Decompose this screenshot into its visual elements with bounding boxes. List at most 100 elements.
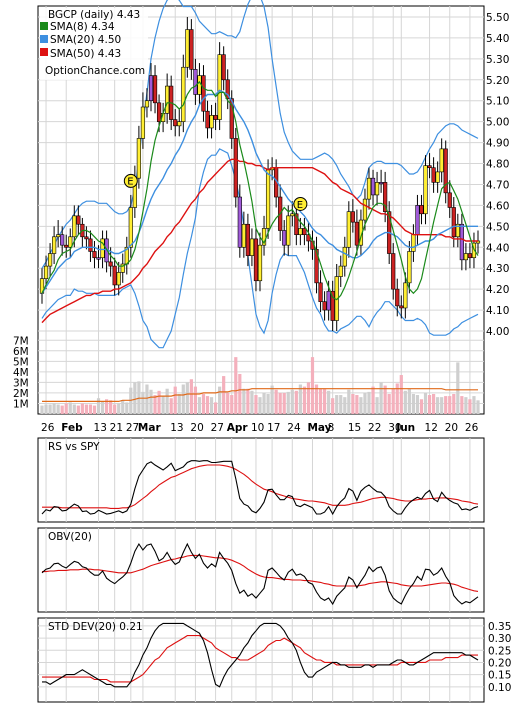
volume-bar xyxy=(125,402,129,414)
volume-bar xyxy=(452,393,456,414)
price-tick-label: 4.70 xyxy=(486,179,509,191)
candle-body xyxy=(451,207,456,238)
candle-body xyxy=(72,215,77,238)
volume-bar xyxy=(274,389,278,414)
volume-bar xyxy=(218,386,222,414)
obv-panel: OBV(20) xyxy=(37,527,485,613)
volume-bar xyxy=(407,388,411,414)
candle-body xyxy=(379,182,384,185)
candle-body xyxy=(52,236,57,254)
volume-bar xyxy=(185,382,189,414)
candle-body xyxy=(403,282,408,309)
volume-bar xyxy=(278,392,282,414)
candle-body xyxy=(193,69,198,95)
price-tick-label: 5.30 xyxy=(486,54,509,66)
volume-bar xyxy=(201,393,206,414)
earnings-marker xyxy=(293,196,308,211)
volume-bar xyxy=(56,404,60,414)
std-dev-tick-label: 0.30 xyxy=(488,633,511,645)
candle-body xyxy=(302,228,307,236)
volume-bar xyxy=(411,393,416,414)
date-tick-label: 21 xyxy=(110,422,123,434)
candle-body xyxy=(245,223,250,256)
price-tick-label: 4.60 xyxy=(486,200,509,212)
volume-bar xyxy=(298,384,302,414)
volume-bar xyxy=(68,402,72,414)
rs-panel-frame xyxy=(37,437,485,523)
volume-tick-label: 7M xyxy=(13,335,29,347)
candle-body xyxy=(92,251,97,259)
volume-bar xyxy=(181,384,185,414)
volume-bar xyxy=(64,403,68,414)
candle-body xyxy=(419,205,424,215)
volume-bar xyxy=(238,373,242,414)
price-axis: 5.50 5.40 5.30 5.20 5.10 5.00 4.90 4.80 4.70 4.60… xyxy=(486,12,509,338)
date-tick-label: 13 xyxy=(170,422,183,434)
volume-tick-label: 6M xyxy=(13,346,29,358)
candle-body xyxy=(189,29,194,70)
volume-bar xyxy=(399,375,403,414)
volume-bar xyxy=(335,395,339,414)
std-dev-lines xyxy=(42,622,479,688)
volume-bar xyxy=(286,391,290,414)
candle-body xyxy=(290,213,295,217)
volume-bar xyxy=(375,397,379,414)
volume-bar xyxy=(476,400,480,414)
legend-swatch-sma50 xyxy=(40,48,48,56)
candle-body xyxy=(120,263,125,273)
candle-body xyxy=(185,29,190,68)
bollinger-upper-band xyxy=(41,0,479,269)
candle-body xyxy=(249,238,255,256)
legend-label-sma8: SMA(8) 4.34 xyxy=(50,21,115,33)
candle-body xyxy=(415,205,420,236)
candle-body xyxy=(354,221,359,246)
volume-bar xyxy=(72,404,76,414)
candle-body xyxy=(467,253,473,259)
candle-body xyxy=(165,85,170,114)
volume-bar xyxy=(242,388,246,414)
volume-bar xyxy=(189,379,193,414)
candle-body xyxy=(326,290,331,311)
candle-body xyxy=(407,251,412,284)
candle-body xyxy=(265,169,271,229)
earnings-marker xyxy=(123,173,138,188)
candle-body xyxy=(233,138,238,198)
volume-bar xyxy=(415,395,420,414)
price-panel: EE 5.505.405.305.205.105.004.904.804.704… xyxy=(13,0,509,434)
ticker-title: BGCP (daily) 4.43 xyxy=(48,9,140,21)
volume-bar xyxy=(205,396,210,414)
date-tick-label: Feb xyxy=(61,422,83,434)
candle-body xyxy=(459,223,464,261)
volume-bar xyxy=(104,399,109,414)
indicator-value-line xyxy=(41,542,479,606)
candle-body xyxy=(427,165,432,169)
volume-bar xyxy=(209,397,214,414)
candle-body xyxy=(209,115,214,129)
volume-bar xyxy=(431,393,436,414)
std-dev-tick-label: 0.10 xyxy=(488,682,511,694)
volume-bar xyxy=(230,395,234,414)
indicator-average-line xyxy=(42,554,479,592)
candle-body xyxy=(225,79,230,99)
volume-bar xyxy=(322,388,327,414)
date-tick-label: 22 xyxy=(368,422,381,434)
volume-bar xyxy=(141,391,145,414)
rs-panel-title: RS vs SPY xyxy=(48,441,100,453)
volume-tick-label: 3M xyxy=(13,377,29,389)
volume-bar xyxy=(262,392,266,414)
volume-bar xyxy=(113,404,117,414)
volume-bar xyxy=(464,397,468,414)
candle-body xyxy=(108,261,113,267)
legend-swatch-sma8 xyxy=(40,22,48,30)
std-dev-panel-frame xyxy=(37,617,485,703)
volume-bar xyxy=(117,403,121,414)
volume-bar xyxy=(145,384,149,414)
volume-bar xyxy=(60,405,64,414)
candle-body xyxy=(423,165,428,215)
date-tick-label: Jun xyxy=(395,422,415,434)
std-dev-tick-label: 0.20 xyxy=(488,657,511,669)
volume-bar xyxy=(177,393,181,414)
candle-body xyxy=(47,253,53,267)
obv-panel-title: OBV(20) xyxy=(48,531,92,543)
